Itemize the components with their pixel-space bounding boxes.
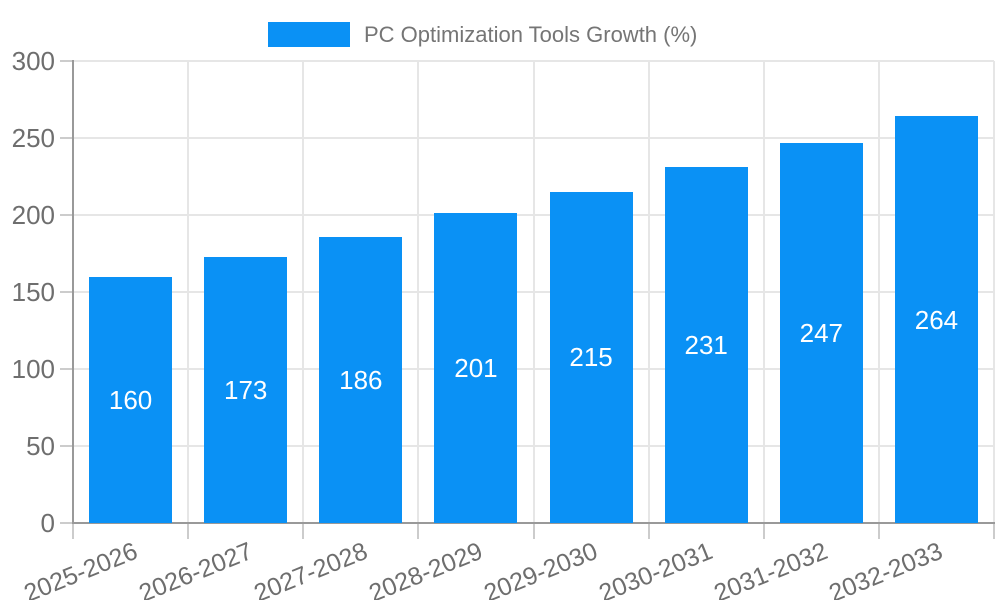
bar[interactable] [894,116,978,523]
x-axis-tick-mark [647,524,650,539]
y-axis-tick-label: 300 [11,46,55,76]
y-axis-line [72,60,74,524]
x-axis-tick-mark [762,524,765,539]
bar-value-label: 264 [914,304,959,335]
x-axis-tick-mark [187,524,190,539]
bar-value-label: 215 [569,342,613,373]
x-axis-tick-mark [72,524,74,539]
y-axis-tick-label: 250 [11,123,55,153]
y-axis-tick-mark [60,445,73,447]
x-axis-tick-mark [302,524,305,539]
bar[interactable] [664,167,748,523]
gridline-vertical [302,61,305,523]
x-axis-tick-mark [417,524,420,539]
gridline-vertical [417,61,420,523]
y-axis-tick-mark [60,137,73,139]
legend-label: PC Optimization Tools Growth (%) [364,22,698,47]
bar[interactable] [204,256,288,523]
x-axis-tick-mark [532,524,535,539]
gridline-vertical [877,61,880,523]
y-axis-tick-label: 150 [11,277,55,307]
x-axis-line [72,522,995,524]
gridline-vertical [647,61,650,523]
bar-value-label: 173 [223,374,268,405]
y-axis-tick-label: 100 [11,354,55,384]
bar-value-label: 186 [339,364,383,395]
bar[interactable] [319,236,403,523]
gridline-vertical [532,61,535,523]
x-axis-tick-mark [993,524,995,539]
gridline-vertical [993,61,995,523]
bar[interactable] [779,142,863,523]
y-axis-tick-label: 200 [11,200,55,230]
chart-legend[interactable]: PC Optimization Tools Growth (%) [268,20,697,49]
bar-value-label: 201 [454,353,498,384]
y-axis-tick-mark [60,214,73,216]
legend-swatch [268,22,350,47]
bar-value-label: 247 [799,317,843,348]
bar-value-label: 160 [108,384,153,415]
y-axis-tick-mark [60,368,73,370]
gridline-vertical [187,61,190,523]
bar[interactable] [89,276,173,523]
y-axis-tick-mark [60,522,73,524]
y-axis-tick-label: 0 [40,508,55,538]
y-axis-tick-label: 50 [26,431,55,461]
y-axis-tick-mark [60,60,73,62]
bar[interactable] [434,213,518,523]
x-axis-tick-mark [877,524,880,539]
bar-value-label: 231 [684,330,728,361]
gridline-vertical [762,61,765,523]
bar[interactable] [549,191,633,523]
y-axis-tick-mark [60,291,73,293]
